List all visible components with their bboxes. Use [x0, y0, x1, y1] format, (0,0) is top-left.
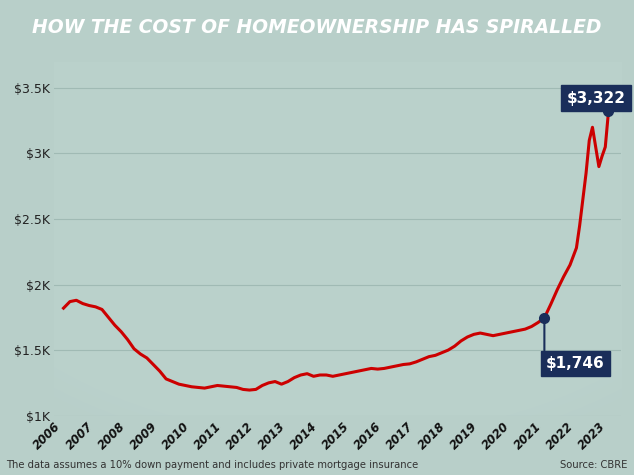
Text: $3,322: $3,322 [567, 91, 626, 105]
Text: $1,746: $1,746 [546, 356, 605, 371]
Text: Source: CBRE: Source: CBRE [560, 460, 628, 470]
Text: The data assumes a 10% down payment and includes private mortgage insurance: The data assumes a 10% down payment and … [6, 460, 418, 470]
Text: HOW THE COST OF HOMEOWNERSHIP HAS SPIRALLED: HOW THE COST OF HOMEOWNERSHIP HAS SPIRAL… [32, 18, 602, 37]
